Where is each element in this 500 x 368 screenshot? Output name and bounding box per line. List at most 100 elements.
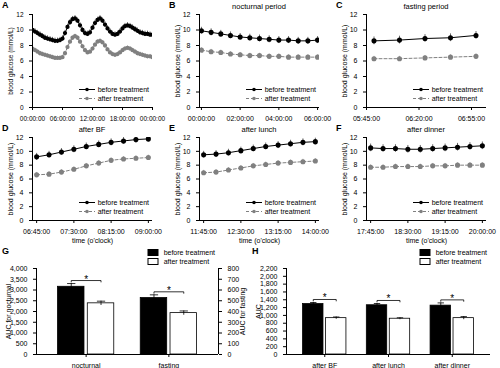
svg-text:fasting: fasting [159,362,180,368]
svg-text:blood glucose (mmol/L): blood glucose (mmol/L) [7,27,15,95]
svg-text:*: * [84,274,88,285]
svg-text:*: * [323,292,327,303]
svg-text:*: * [450,293,454,304]
svg-text:12:30:00: 12:30:00 [227,228,254,235]
svg-text:06:20:00: 06:20:00 [405,115,432,122]
svg-text:600: 600 [266,327,278,334]
svg-text:09:00:00: 09:00:00 [135,228,162,235]
svg-text:blood glucose (mmol/L): blood glucose (mmol/L) [341,143,349,216]
svg-text:12: 12 [16,11,24,18]
svg-text:0: 0 [274,351,278,358]
svg-text:10: 10 [183,148,191,155]
svg-text:100: 100 [228,340,240,347]
svg-text:0: 0 [354,104,358,111]
svg-text:1,600: 1,600 [260,288,278,295]
svg-text:6: 6 [187,57,191,64]
svg-text:8: 8 [187,42,191,49]
svg-text:6: 6 [20,57,24,64]
svg-text:13:15:00: 13:15:00 [264,228,291,235]
svg-text:8: 8 [20,42,24,49]
svg-text:8: 8 [354,161,358,168]
svg-text:19:15:00: 19:15:00 [431,228,458,235]
svg-text:400: 400 [266,335,278,342]
svg-text:02:00:00: 02:00:00 [227,115,254,122]
svg-text:4: 4 [354,189,358,196]
svg-text:06:55:00: 06:55:00 [458,115,485,122]
svg-text:after BF: after BF [312,362,337,368]
svg-text:AUC for nocturnal: AUC for nocturnal [5,283,12,339]
svg-text:6: 6 [354,175,358,182]
svg-text:07:30:00: 07:30:00 [60,228,87,235]
svg-text:1,000: 1,000 [260,312,278,319]
svg-text:blood glucose (mmol/L): blood glucose (mmol/L) [7,143,15,216]
svg-text:0: 0 [354,217,358,224]
svg-text:6: 6 [354,57,358,64]
svg-text:12: 12 [350,11,358,18]
svg-text:2: 2 [187,88,191,95]
svg-text:12: 12 [183,134,191,141]
svg-text:0: 0 [20,217,24,224]
svg-text:11:45:00: 11:45:00 [190,228,217,235]
svg-text:18:30:00: 18:30:00 [394,228,421,235]
svg-text:4: 4 [354,73,358,80]
svg-text:00:00:00: 00:00:00 [188,115,215,122]
svg-text:time (o'clock): time (o'clock) [72,237,113,245]
svg-text:4,000: 4,000 [10,265,28,272]
svg-text:12: 12 [350,134,358,141]
svg-text:8: 8 [20,161,24,168]
svg-text:6: 6 [187,175,191,182]
svg-text:after dinner: after dinner [435,362,471,368]
svg-text:14:00:00: 14:00:00 [302,228,329,235]
svg-text:800: 800 [266,319,278,326]
svg-text:05:45:00: 05:45:00 [353,115,380,122]
svg-text:2: 2 [354,203,358,210]
svg-text:3,500: 3,500 [10,275,28,282]
svg-text:1,000: 1,000 [10,329,28,336]
svg-text:10: 10 [16,148,24,155]
svg-text:0: 0 [24,351,28,358]
svg-text:4: 4 [187,73,191,80]
svg-text:4: 4 [20,73,24,80]
svg-text:20:00:00: 20:00:00 [469,228,496,235]
svg-text:4: 4 [20,189,24,196]
svg-text:AUC: AUC [255,304,262,319]
svg-text:06:45:00: 06:45:00 [23,228,50,235]
svg-text:2,200: 2,200 [260,265,278,272]
svg-text:10: 10 [350,26,358,33]
svg-text:blood glucose (mmol/L): blood glucose (mmol/L) [174,25,182,98]
svg-text:4: 4 [187,189,191,196]
svg-text:04:00:00: 04:00:00 [265,115,292,122]
svg-text:0: 0 [228,351,232,358]
svg-text:8: 8 [354,42,358,49]
svg-text:06:00:00: 06:00:00 [50,115,76,122]
svg-text:10: 10 [183,26,191,33]
svg-text:2: 2 [187,203,191,210]
svg-text:06:00:00: 06:00:00 [304,115,331,122]
svg-text:12: 12 [16,134,24,141]
svg-text:800: 800 [228,265,240,272]
svg-text:1,800: 1,800 [260,280,278,287]
svg-text:2,000: 2,000 [10,308,28,315]
svg-text:200: 200 [266,343,278,350]
svg-text:00:00:00: 00:00:00 [20,115,46,122]
svg-text:17:45:00: 17:45:00 [357,228,384,235]
svg-text:1,400: 1,400 [260,296,278,303]
svg-text:12:00:00: 12:00:00 [80,115,106,122]
svg-text:10: 10 [350,148,358,155]
svg-text:0: 0 [187,217,191,224]
svg-text:1,500: 1,500 [10,318,28,325]
svg-text:2,500: 2,500 [10,297,28,304]
svg-text:AUC for fasting: AUC for fasting [239,288,247,336]
svg-text:0: 0 [20,104,24,111]
svg-text:700: 700 [228,275,240,282]
svg-text:2: 2 [20,203,24,210]
svg-text:2: 2 [354,88,358,95]
svg-text:8: 8 [187,161,191,168]
svg-text:blood glucose (mmol/L): blood glucose (mmol/L) [174,143,182,216]
svg-text:after lunch: after lunch [372,362,405,368]
svg-text:18:00:00: 18:00:00 [110,115,136,122]
svg-text:12: 12 [183,11,191,18]
svg-text:*: * [167,285,171,296]
svg-text:2,000: 2,000 [260,273,278,280]
svg-text:2: 2 [20,88,24,95]
